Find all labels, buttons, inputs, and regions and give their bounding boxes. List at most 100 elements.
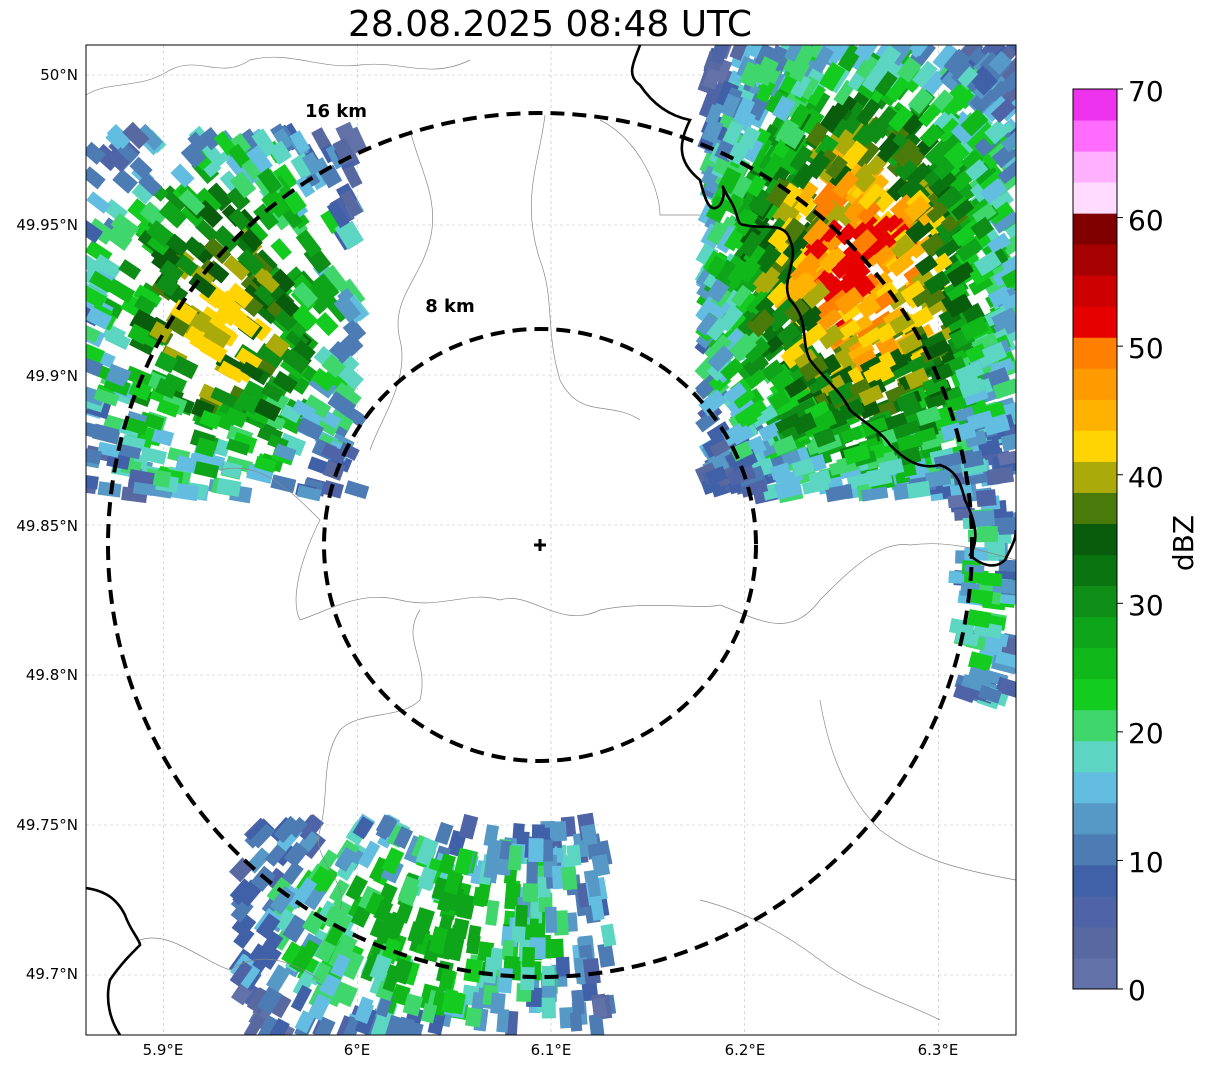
echo-gate [373, 899, 394, 923]
echo-gate [998, 519, 1016, 535]
echo-gate [855, 98, 881, 127]
echo-gate [715, 80, 739, 109]
echo-gate [295, 175, 316, 198]
echo-gate [961, 302, 985, 325]
echo-gate [268, 140, 292, 166]
echo-gate [810, 45, 834, 74]
echo-gate [228, 208, 251, 231]
echo-gate [704, 82, 723, 106]
echo-gate [728, 333, 758, 363]
echo-gate [290, 152, 316, 180]
echo-gate [199, 338, 228, 363]
echo-gate [118, 259, 142, 280]
echo-gate [223, 255, 250, 281]
echo-gate [106, 278, 136, 304]
echo-gate [323, 264, 348, 292]
echo-gate [272, 370, 298, 394]
echo-gate [791, 457, 815, 478]
echo-gate [723, 381, 747, 404]
echo-gate [334, 221, 360, 251]
echo-gate [1001, 292, 1016, 312]
echo-gate [375, 814, 397, 840]
echo-gate [253, 203, 279, 231]
echo-gate [973, 250, 1002, 277]
echo-gate [744, 368, 767, 390]
echo-gate [738, 125, 761, 151]
echo-gate [734, 290, 758, 314]
echo-gate [393, 826, 414, 850]
echo-gate [997, 677, 1016, 698]
echo-gate [93, 253, 122, 279]
echo-gate [749, 403, 779, 428]
echo-gate [188, 272, 217, 299]
echo-gate [874, 71, 898, 97]
echo-gate [228, 143, 252, 169]
colorbar-segment [1073, 647, 1117, 680]
echo-gate [328, 879, 350, 904]
echo-gate [290, 984, 313, 1012]
echo-gate [354, 1000, 375, 1025]
echo-gate [496, 1008, 510, 1033]
echo-gate [458, 813, 479, 840]
echo-gate [105, 226, 133, 251]
echo-gate [832, 170, 859, 199]
echo-gate [295, 814, 320, 840]
echo-gate [856, 295, 882, 320]
range-rings [106, 111, 974, 979]
lat-tick-label: 49.85°N [16, 517, 78, 535]
echo-gate [802, 281, 831, 309]
echo-gate [820, 219, 843, 243]
echo-gate [267, 992, 292, 1019]
echo-gate [914, 254, 939, 277]
echo-gate [741, 137, 764, 163]
echo-gate [298, 829, 321, 853]
echo-gate [791, 397, 819, 422]
echo-gate [705, 195, 731, 224]
echo-gate [122, 416, 149, 436]
echo-gate [705, 466, 728, 486]
echo-gate [352, 816, 374, 840]
echo-gate [443, 869, 463, 895]
echo-gate [592, 997, 608, 1018]
echo-gate [118, 444, 142, 460]
echo-gate [283, 191, 307, 215]
commune-boundary [369, 129, 434, 451]
echo-gate [256, 913, 281, 940]
echo-gate [778, 182, 803, 208]
echo-gate [402, 993, 424, 1017]
echo-gate [922, 287, 946, 309]
echo-gate [987, 466, 1015, 486]
echo-gate [216, 477, 242, 497]
echo-gate [171, 482, 200, 502]
echo-gate [591, 853, 611, 877]
echo-gate [865, 271, 894, 297]
echo-gate [896, 432, 923, 452]
echo-gate [332, 381, 362, 409]
echo-gate [981, 341, 1008, 365]
echo-gate [86, 473, 99, 490]
echo-gate [861, 63, 888, 93]
echo-gate [1001, 637, 1016, 658]
echo-gate [852, 348, 879, 373]
echo-gate [818, 248, 843, 273]
echo-gate [766, 363, 792, 386]
echo-gate [876, 139, 900, 163]
echo-gate [923, 390, 946, 411]
echo-gate [345, 875, 369, 902]
echo-gate [860, 486, 889, 502]
echo-gate [436, 889, 455, 913]
echo-gate [454, 847, 474, 876]
echo-gate [273, 128, 294, 151]
echo-gate [357, 840, 381, 869]
echo-gate [382, 966, 401, 993]
echo-gate [709, 45, 730, 65]
echo-gate [972, 202, 997, 226]
echo-gate [485, 899, 500, 926]
echo-gate [928, 362, 954, 384]
echo-gate [843, 443, 871, 465]
echo-gate [957, 66, 979, 88]
echo-gate [269, 1017, 290, 1035]
echo-gate [950, 60, 976, 86]
echo-gate [984, 418, 1011, 436]
echo-gate [775, 118, 800, 144]
